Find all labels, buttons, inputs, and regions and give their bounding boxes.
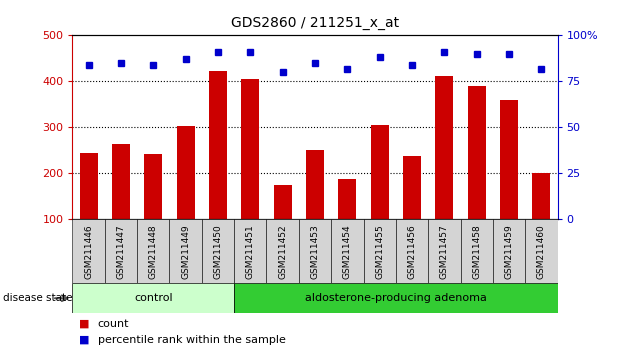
Bar	[80, 153, 98, 219]
Text: GSM211448: GSM211448	[149, 224, 158, 279]
Bar	[525, 219, 558, 283]
Bar	[435, 76, 453, 219]
Text: GSM211454: GSM211454	[343, 224, 352, 279]
Bar	[202, 219, 234, 283]
Bar	[364, 219, 396, 283]
Text: GSM211456: GSM211456	[408, 224, 416, 279]
Text: GSM211449: GSM211449	[181, 224, 190, 279]
Text: aldosterone-producing adenoma: aldosterone-producing adenoma	[305, 293, 487, 303]
Bar	[306, 150, 324, 219]
Bar	[338, 179, 356, 219]
Text: control: control	[134, 293, 173, 303]
Text: GSM211452: GSM211452	[278, 224, 287, 279]
Bar	[234, 219, 266, 283]
Bar	[144, 154, 162, 219]
Text: GSM211447: GSM211447	[117, 224, 125, 279]
Bar	[500, 100, 518, 219]
Text: count: count	[98, 319, 129, 329]
Text: ■: ■	[79, 319, 89, 329]
Bar	[112, 143, 130, 219]
Bar	[169, 219, 202, 283]
Text: GSM211455: GSM211455	[375, 224, 384, 279]
Text: GSM211459: GSM211459	[505, 224, 513, 279]
Bar	[532, 173, 550, 219]
Bar	[299, 219, 331, 283]
Bar	[72, 219, 105, 283]
Text: GSM211451: GSM211451	[246, 224, 255, 279]
Text: GSM211446: GSM211446	[84, 224, 93, 279]
Bar	[396, 219, 428, 283]
Bar	[209, 71, 227, 219]
Bar	[461, 219, 493, 283]
Text: percentile rank within the sample: percentile rank within the sample	[98, 335, 285, 345]
Bar	[234, 283, 558, 313]
Text: GDS2860 / 211251_x_at: GDS2860 / 211251_x_at	[231, 16, 399, 30]
Text: GSM211450: GSM211450	[214, 224, 222, 279]
Bar	[266, 219, 299, 283]
Text: GSM211453: GSM211453	[311, 224, 319, 279]
Bar	[331, 219, 364, 283]
Text: GSM211460: GSM211460	[537, 224, 546, 279]
Bar	[137, 219, 169, 283]
Bar	[403, 156, 421, 219]
Text: disease state: disease state	[3, 293, 72, 303]
Bar	[493, 219, 525, 283]
Bar	[105, 219, 137, 283]
Bar	[177, 126, 195, 219]
Bar	[241, 79, 259, 219]
Text: GSM211458: GSM211458	[472, 224, 481, 279]
Bar	[371, 125, 389, 219]
Bar	[72, 283, 234, 313]
Text: GSM211457: GSM211457	[440, 224, 449, 279]
Bar	[468, 86, 486, 219]
Bar	[274, 185, 292, 219]
Bar	[428, 219, 461, 283]
Text: ■: ■	[79, 335, 89, 345]
